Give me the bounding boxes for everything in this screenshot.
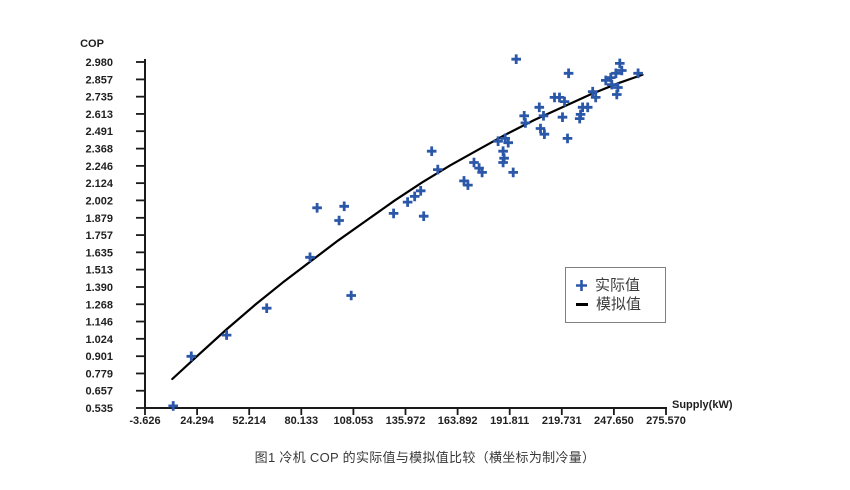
legend-item-model: 模拟值 xyxy=(575,297,665,312)
data-point-marker xyxy=(388,208,399,219)
data-point-marker xyxy=(168,401,178,411)
data-point-marker xyxy=(186,351,197,362)
data-point-marker xyxy=(520,118,531,128)
data-point-marker xyxy=(534,102,545,113)
scatter-series xyxy=(168,54,643,411)
y-tick-label: 1.268 xyxy=(85,299,113,311)
legend-label-model: 模拟值 xyxy=(596,296,642,313)
x-tick-label: 108.053 xyxy=(334,415,374,427)
chart-legend: 实际值 模拟值 xyxy=(565,267,666,323)
data-point-marker xyxy=(587,86,598,97)
y-tick-label: 2.735 xyxy=(85,92,113,104)
data-point-marker xyxy=(538,111,549,121)
x-tick-label: 135.972 xyxy=(386,415,426,427)
data-point-marker xyxy=(617,65,627,76)
data-point-marker xyxy=(433,164,443,175)
data-point-marker xyxy=(426,146,437,156)
y-tick-label: 1.024 xyxy=(85,334,113,346)
data-point-marker xyxy=(508,167,518,178)
data-point-marker xyxy=(562,133,573,144)
data-point-marker xyxy=(418,211,429,221)
legend-item-actual: 实际值 xyxy=(575,278,665,293)
x-tick-label: 219.731 xyxy=(542,415,582,427)
data-point-marker xyxy=(611,68,621,79)
x-tick-label: 247.650 xyxy=(594,415,634,427)
y-tick-label: 2.857 xyxy=(85,74,113,86)
data-point-marker xyxy=(633,68,643,79)
data-point-marker xyxy=(477,167,487,178)
x-axis-title: Supply(kW) xyxy=(672,399,733,411)
y-tick-label: 1.146 xyxy=(85,317,113,329)
data-point-marker xyxy=(261,303,272,313)
y-tick-label: 0.657 xyxy=(85,386,113,398)
data-point-marker xyxy=(493,136,503,146)
data-point-marker xyxy=(563,68,574,79)
y-axis-title: COP xyxy=(80,38,104,50)
x-axis: -3.626 24.294 52.214 80.133 108.053 135.972 16… xyxy=(129,407,686,427)
y-axis: 2.980 2.857 2.735 2.613 2.491 2.368 2.246 2.124… xyxy=(85,57,146,415)
data-point-marker xyxy=(221,330,232,340)
data-point-marker xyxy=(346,290,356,301)
data-point-marker xyxy=(339,201,349,212)
data-point-marker xyxy=(539,129,550,139)
data-point-marker xyxy=(535,123,546,134)
y-tick-label: 2.980 xyxy=(85,57,113,69)
data-point-marker xyxy=(615,58,625,69)
data-point-marker xyxy=(607,79,617,90)
plus-marker-icon xyxy=(576,280,587,291)
y-tick-label: 1.513 xyxy=(85,265,113,277)
legend-label-actual: 实际值 xyxy=(595,277,641,294)
figure-caption: 图1 冷机 COP 的实际值与模拟值比较（横坐标为制冷量） xyxy=(254,450,596,465)
data-point-marker xyxy=(305,252,315,263)
data-point-marker xyxy=(503,137,513,148)
model-curve xyxy=(171,73,644,381)
data-point-marker xyxy=(402,197,413,207)
y-tick-label: 1.635 xyxy=(85,247,113,259)
data-point-marker xyxy=(554,92,565,103)
y-tick-label: 1.757 xyxy=(85,230,113,242)
x-tick-label: 275.570 xyxy=(646,415,686,427)
y-tick-label: 0.779 xyxy=(85,368,113,380)
line-marker-icon xyxy=(576,303,588,306)
data-point-marker xyxy=(601,75,611,86)
data-point-marker xyxy=(498,157,508,168)
data-point-marker xyxy=(463,180,473,190)
data-point-marker xyxy=(575,109,586,120)
y-tick-label: 2.613 xyxy=(85,109,113,121)
x-tick-label: 163.892 xyxy=(438,415,478,427)
data-point-marker xyxy=(334,215,344,226)
y-tick-label: 2.124 xyxy=(85,178,113,190)
y-tick-label: 2.491 xyxy=(85,126,113,138)
x-tick-label: 24.294 xyxy=(180,415,215,427)
data-point-marker xyxy=(590,92,601,103)
data-point-marker xyxy=(559,96,570,107)
data-point-marker xyxy=(415,186,426,196)
data-point-marker xyxy=(582,102,593,113)
data-point-marker xyxy=(409,191,420,202)
data-point-marker xyxy=(469,157,479,168)
y-tick-label: 2.246 xyxy=(85,161,113,173)
y-tick-label: 2.002 xyxy=(85,195,113,207)
data-point-marker xyxy=(312,203,322,213)
x-tick-label: 191.811 xyxy=(490,415,529,427)
y-tick-label: 2.368 xyxy=(85,144,113,156)
y-tick-label: 1.390 xyxy=(85,282,113,294)
y-tick-label: 0.901 xyxy=(85,351,113,363)
x-tick-label: 80.133 xyxy=(284,415,318,427)
data-point-marker xyxy=(557,112,568,122)
x-tick-label: 52.214 xyxy=(232,415,267,427)
x-tick-label: -3.626 xyxy=(129,415,160,427)
data-point-marker xyxy=(613,82,623,93)
y-tick-label: 0.535 xyxy=(85,403,113,415)
data-point-marker xyxy=(511,54,521,64)
y-tick-label: 1.879 xyxy=(85,213,113,225)
